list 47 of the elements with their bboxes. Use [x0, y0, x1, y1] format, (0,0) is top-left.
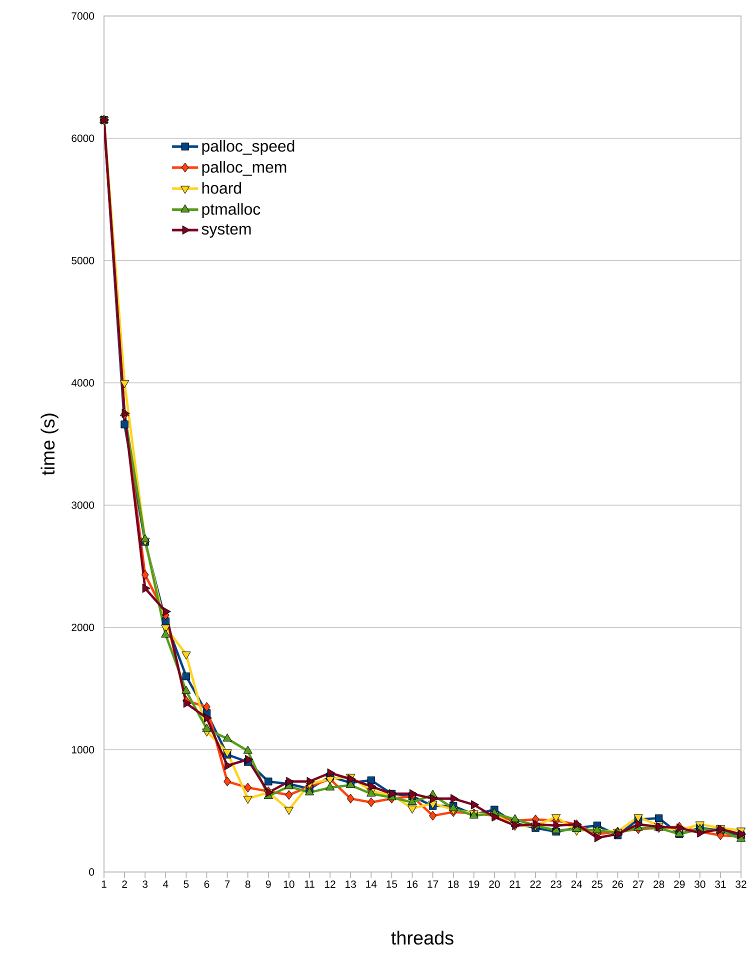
x-tick-label: 25: [592, 880, 603, 888]
y-tick-label: 6000: [72, 134, 94, 142]
x-tick-label: 10: [284, 880, 294, 888]
x-tick-label: 29: [674, 880, 685, 888]
legend-label: ptmalloc: [202, 203, 260, 218]
x-tick-label: 9: [266, 880, 271, 888]
x-tick-label: 27: [632, 880, 644, 888]
x-tick-label: 19: [468, 880, 480, 888]
y-tick-label: 2000: [72, 624, 94, 632]
x-tick-label: 28: [654, 880, 664, 888]
x-tick-label: 1: [102, 880, 106, 888]
x-tick-label: 22: [530, 880, 541, 888]
x-tick-label: 11: [304, 880, 314, 888]
x-tick-label: 24: [571, 880, 582, 888]
x-tick-label: 3: [142, 880, 148, 888]
x-tick-label: 21: [510, 880, 520, 888]
x-tick-label: 30: [694, 880, 706, 888]
x-tick-label: 4: [162, 880, 168, 888]
legend-label: palloc_speed: [202, 140, 294, 155]
x-tick-label: 16: [407, 880, 418, 888]
x-tick-label: 15: [386, 880, 398, 888]
x-tick-label: 2: [122, 880, 127, 888]
x-tick-label: 23: [550, 880, 562, 888]
x-tick-label: 31: [715, 880, 726, 888]
x-tick-label: 12: [325, 880, 336, 888]
y-tick-label: 4000: [71, 379, 94, 387]
legend-label: system: [202, 224, 251, 238]
x-tick-label: 26: [612, 880, 624, 888]
x-tick-label: 8: [245, 880, 250, 888]
x-tick-label: 6: [204, 880, 210, 888]
legend-label: hoard: [202, 182, 242, 194]
x-tick-label: 7: [224, 880, 230, 888]
y-tick-label: 1000: [72, 746, 94, 754]
x-tick-label: 18: [448, 880, 459, 888]
x-tick-label: 17: [428, 880, 438, 888]
x-axis-title: threads: [391, 930, 454, 945]
x-tick-label: 32: [736, 880, 746, 888]
x-tick-label: 5: [184, 880, 189, 888]
legend-label: palloc_mem: [202, 161, 286, 176]
x-tick-label: 14: [366, 880, 377, 888]
y-tick-label: 0: [89, 868, 94, 876]
x-tick-label: 20: [489, 880, 500, 888]
y-tick-label: 7000: [72, 12, 94, 20]
y-tick-label: 3000: [72, 501, 94, 509]
y-tick-label: 5000: [72, 256, 94, 264]
y-axis-title: time (s): [40, 414, 58, 476]
x-tick-label: 13: [346, 880, 356, 888]
